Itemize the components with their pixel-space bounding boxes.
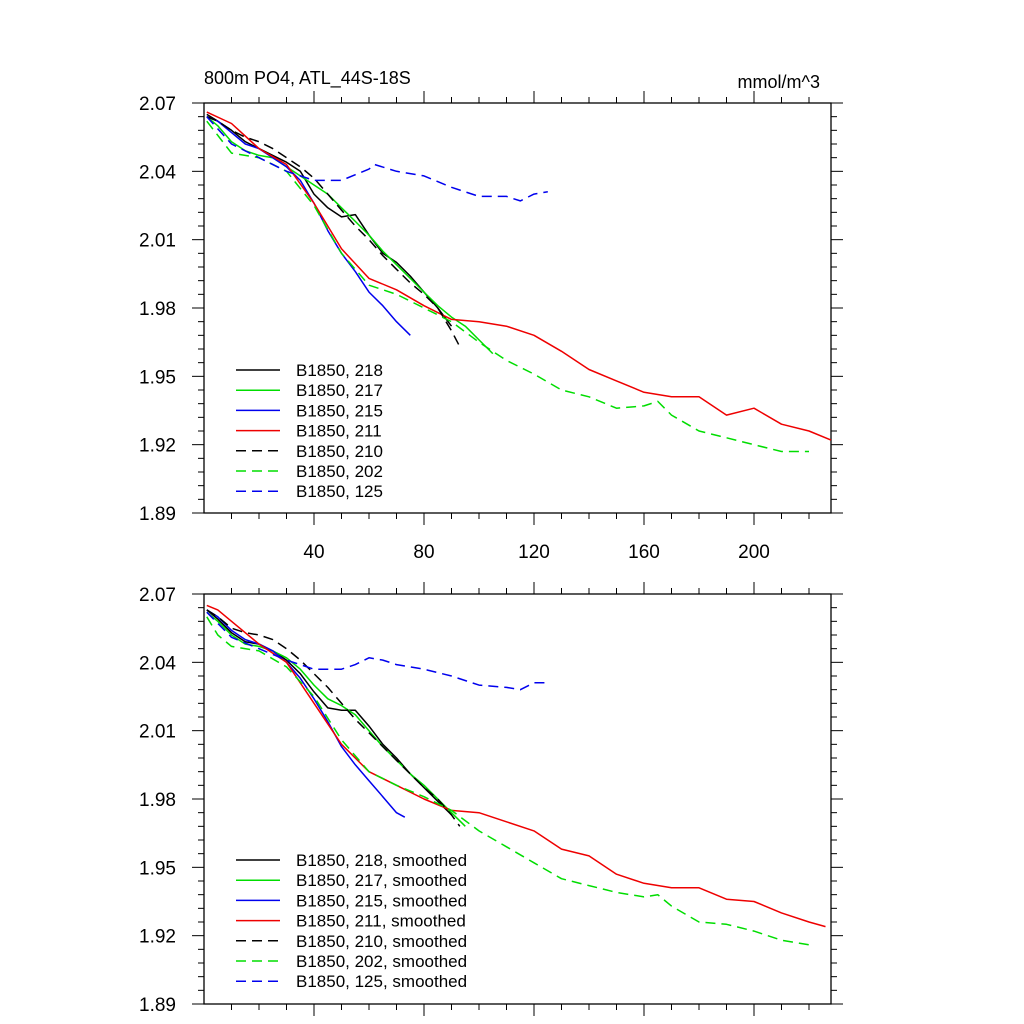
y-tick-label: 2.01 bbox=[139, 722, 176, 743]
y-tick-label: 2.07 bbox=[139, 94, 176, 115]
y-tick-label: 1.98 bbox=[139, 299, 176, 320]
legend-label: B1850, 202, smoothed bbox=[296, 952, 467, 971]
x-tick-label: 80 bbox=[413, 542, 434, 563]
x-tick-label: 160 bbox=[628, 542, 660, 563]
legend-label: B1850, 202 bbox=[296, 462, 383, 481]
legend-label: B1850, 215, smoothed bbox=[296, 891, 467, 910]
y-tick-label: 1.89 bbox=[139, 504, 176, 525]
legend-label: B1850, 218 bbox=[296, 361, 383, 380]
series-line bbox=[206, 611, 548, 691]
series-line bbox=[206, 111, 832, 441]
legend-label: B1850, 211, smoothed bbox=[296, 912, 466, 931]
legend-label: B1850, 125, smoothed bbox=[296, 972, 467, 991]
series-line bbox=[206, 116, 548, 202]
series-line bbox=[206, 604, 826, 928]
y-tick-label: 1.98 bbox=[139, 790, 176, 811]
x-tick-label: 40 bbox=[303, 542, 324, 563]
series-line bbox=[206, 116, 411, 336]
series-line bbox=[206, 616, 810, 946]
chart-title: 800m PO4, ATL_44S-18S bbox=[204, 68, 411, 89]
y-tick-label: 2.07 bbox=[139, 585, 176, 606]
legend-label: B1850, 218, smoothed bbox=[296, 851, 467, 870]
legend-label: B1850, 217 bbox=[296, 381, 383, 400]
units-label: mmol/m^3 bbox=[738, 72, 820, 92]
series-line bbox=[206, 113, 453, 327]
y-tick-label: 1.95 bbox=[139, 367, 176, 388]
series-line bbox=[206, 116, 461, 348]
legend-label: B1850, 211 bbox=[296, 422, 382, 441]
bottom-panel: 1.89 1.92 1.95 1.98 2.01 2.04 2.07 B1850, 218, … bbox=[139, 582, 843, 1016]
series-line bbox=[206, 116, 494, 355]
top-panel: 1.89 1.92 1.95 1.98 2.01 2.04 2.07 40 80 120 160 20… bbox=[139, 91, 843, 563]
y-tick-label: 1.92 bbox=[139, 436, 176, 457]
x-tick-label: 120 bbox=[518, 542, 550, 563]
legend-label: B1850, 210, smoothed bbox=[296, 932, 467, 951]
legend-label: B1850, 210 bbox=[296, 442, 383, 461]
legend-label: B1850, 217, smoothed bbox=[296, 871, 467, 890]
y-tick-label: 2.01 bbox=[139, 231, 176, 252]
legend-label: B1850, 215 bbox=[296, 401, 383, 420]
x-tick-label: 200 bbox=[738, 542, 770, 563]
y-tick-label: 2.04 bbox=[139, 653, 176, 674]
legend-label: B1850, 125 bbox=[296, 482, 383, 501]
y-tick-label: 1.89 bbox=[139, 995, 176, 1016]
series-line bbox=[206, 120, 809, 453]
y-tick-label: 2.04 bbox=[139, 162, 176, 183]
y-tick-label: 1.92 bbox=[139, 927, 176, 948]
y-tick-label: 1.95 bbox=[139, 858, 176, 879]
